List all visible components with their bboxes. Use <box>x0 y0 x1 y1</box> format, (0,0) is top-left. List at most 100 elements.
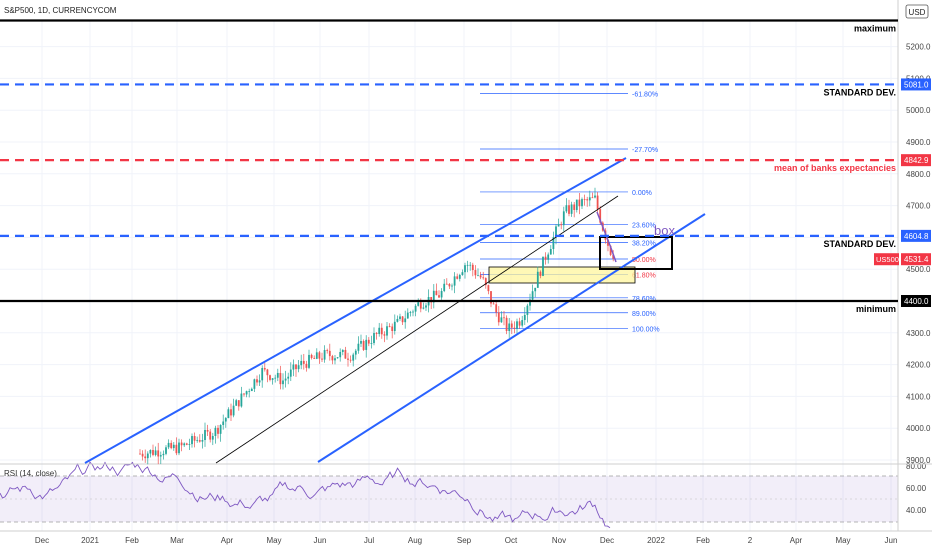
candle-body <box>162 453 165 456</box>
candle-body <box>588 197 591 201</box>
y-tick-label: 4300.0 <box>906 329 931 338</box>
channel-lower-line[interactable] <box>317 213 706 463</box>
candle-body <box>370 343 373 344</box>
x-tick-label: Sep <box>457 536 472 545</box>
candle-body <box>471 264 474 271</box>
level-label: maximum <box>854 24 896 34</box>
candle-body <box>406 312 409 319</box>
candle-body <box>318 352 321 359</box>
horizontal-levels[interactable]: maximum STANDARD DEV. mean of banks expect… <box>0 19 898 314</box>
candle-body <box>575 199 578 210</box>
currency-badge-box[interactable] <box>905 4 929 19</box>
rsi-tick-80: 80.00 <box>906 462 927 471</box>
rsi-tick-40: 40.00 <box>906 506 927 515</box>
candle-body <box>209 431 212 440</box>
candle-body <box>435 290 438 296</box>
support-zone[interactable] <box>488 266 636 284</box>
candle-body <box>271 378 274 380</box>
box-annotation[interactable] <box>599 236 673 270</box>
fib-level-label: 38.20% <box>632 240 656 247</box>
candle-body <box>354 350 357 355</box>
channel-mid-line[interactable] <box>215 195 619 464</box>
candle-body <box>482 277 485 279</box>
candle-body <box>456 276 459 279</box>
candle-body <box>146 453 149 459</box>
candle-body <box>157 450 160 457</box>
currency-badge[interactable]: USD <box>909 8 926 17</box>
candle-body <box>594 195 596 198</box>
candle-body <box>581 199 583 207</box>
candle-body <box>227 409 230 419</box>
grid-lines <box>0 20 898 531</box>
candle-body <box>378 327 381 335</box>
candle-body <box>518 321 521 326</box>
fib-level-label: 100.00% <box>632 327 660 334</box>
candle-body <box>508 323 511 332</box>
candle-body <box>500 317 503 323</box>
channel-upper-line[interactable] <box>84 157 627 464</box>
price-tag-box <box>874 253 899 266</box>
candle-body <box>526 305 529 315</box>
candle-body <box>513 327 516 329</box>
x-tick-label: May <box>266 536 281 545</box>
candle-body <box>175 444 178 454</box>
time-axis[interactable]: Dec 2021 Feb Mar Apr May Jun Jul Aug Sep Oct Nov Dec… <box>35 536 898 545</box>
candle-body <box>542 256 544 276</box>
price-badge-box <box>901 253 931 266</box>
candle-body <box>419 302 422 309</box>
x-tick-label: Aug <box>408 536 422 545</box>
candle-body <box>269 375 271 380</box>
y-tick-label: 4200.0 <box>906 361 931 370</box>
candle-body <box>568 205 570 214</box>
candle-body <box>393 321 396 332</box>
candle-body <box>347 358 349 360</box>
fib-level-label: -61.80% <box>632 91 658 98</box>
trend-channel[interactable] <box>84 157 706 464</box>
candle-body <box>245 391 248 395</box>
candle-body <box>300 360 303 366</box>
y-tick-label: 5000.0 <box>906 106 931 115</box>
candle-body <box>240 393 243 407</box>
candle-body <box>237 400 240 407</box>
candle-body <box>557 224 560 227</box>
candle-body <box>404 318 407 323</box>
candle-body <box>529 299 531 306</box>
rsi-label: RSI (14, close) <box>4 469 57 478</box>
candle-body <box>297 365 300 370</box>
candle-body <box>555 226 557 238</box>
candle-body <box>474 270 477 276</box>
candle-body <box>219 425 222 434</box>
candle-body <box>165 447 167 454</box>
candle-body <box>144 456 147 459</box>
x-tick-label: Apr <box>790 536 803 545</box>
x-tick-label: Feb <box>696 536 710 545</box>
candle-body <box>461 272 464 275</box>
candle-body <box>230 409 232 416</box>
candle-body <box>336 357 339 359</box>
y-tick-label: 4900.0 <box>906 138 931 147</box>
price-tag: US500 <box>876 255 899 264</box>
level-label: mean of banks expectancies <box>774 163 896 173</box>
candle-body <box>464 265 466 273</box>
price-badge-box <box>901 78 931 91</box>
symbol-label[interactable]: S&P500, 1D, CURRENCYCOM <box>4 6 117 15</box>
candle-body <box>399 316 401 319</box>
price-badge-box <box>901 295 931 307</box>
candle-body <box>274 377 277 379</box>
candle-body <box>352 354 355 361</box>
candle-body <box>334 358 336 361</box>
candle-body <box>430 297 433 303</box>
candle-body <box>503 317 505 319</box>
candle-body <box>510 323 513 328</box>
candle-body <box>552 237 555 250</box>
candle-body <box>139 453 141 455</box>
rsi-tick-60: 60.00 <box>906 484 927 493</box>
x-tick-label: Jun <box>885 536 898 545</box>
x-tick-label: Apr <box>221 536 234 545</box>
candle-body <box>310 354 313 358</box>
candle-body <box>305 363 308 368</box>
fib-level-label: 0.00% <box>632 190 652 197</box>
candle-body <box>417 302 420 306</box>
